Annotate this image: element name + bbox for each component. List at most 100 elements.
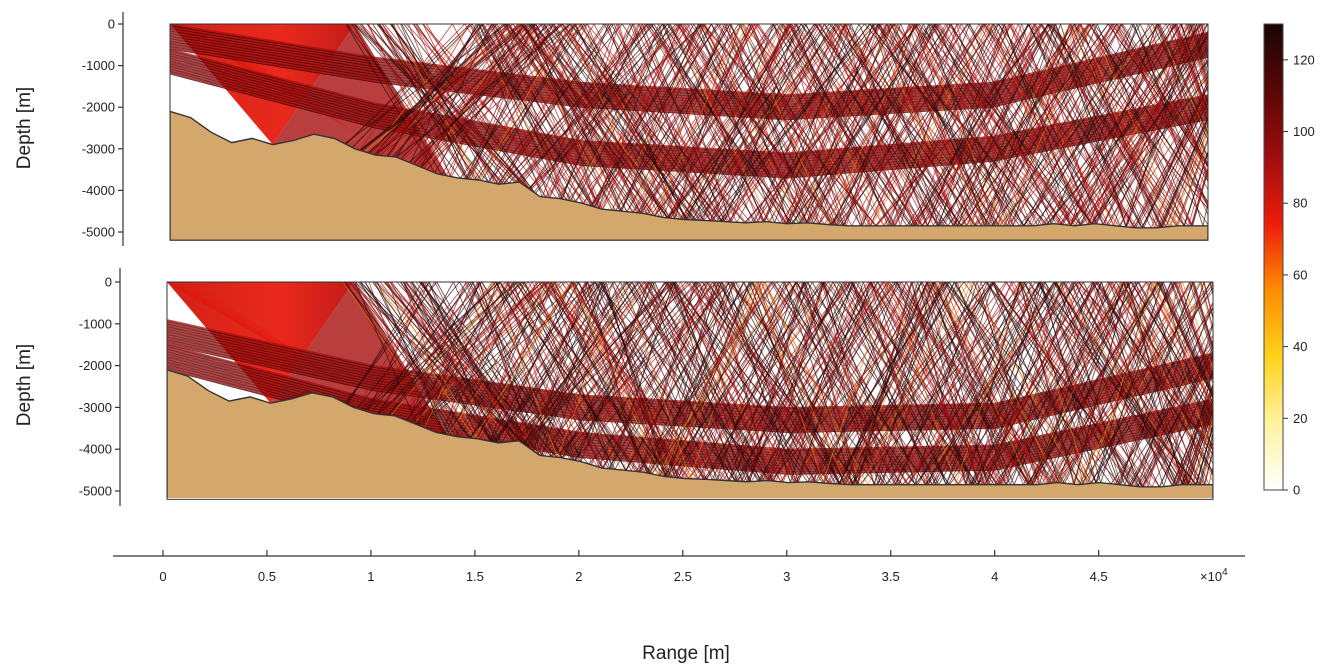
colorbar-tick-label: 60: [1293, 267, 1307, 282]
x-tick-label: 1: [367, 569, 374, 584]
bounce-ray: [354, 282, 1213, 486]
bounce-ray: [367, 282, 1213, 487]
y-tick-label: -4000: [79, 442, 112, 457]
bounce-ray: [360, 24, 1208, 226]
beam-ray: [170, 24, 1208, 97]
bounce-ray: [342, 282, 1213, 486]
beam-ray: [170, 30, 1208, 103]
top-panel-seabed: [170, 110, 1208, 240]
bounce-ray: [352, 282, 1213, 487]
bounce-ray: [370, 282, 1213, 487]
y-tick-label: -3000: [82, 141, 115, 156]
range-axis-label: Range [m]: [642, 643, 730, 664]
top-panel-plot-area: [170, 24, 1208, 240]
beam-ray: [170, 43, 1208, 116]
bounce-ray: [346, 24, 1208, 229]
top-panel-y-axis-label: Depth [m]: [14, 87, 35, 169]
bounce-ray: [376, 282, 1213, 486]
beam-ray: [167, 332, 1213, 421]
bounce-ray: [379, 282, 1213, 484]
bounce-ray: [393, 24, 1208, 229]
bounce-ray: [360, 24, 1208, 227]
source-ray: [167, 282, 209, 291]
bottom-panel-frame: [166, 281, 1214, 500]
colorbar-tick-label: 100: [1293, 124, 1315, 139]
bounce-ray: [386, 282, 1213, 486]
bounce-ray: [389, 24, 1208, 225]
bounce-ray: [356, 24, 1208, 227]
y-tick-label: 0: [108, 17, 115, 32]
bounce-ray: [386, 24, 1208, 229]
x-tick-label: 0.5: [258, 569, 276, 584]
bounce-ray: [406, 282, 1213, 488]
beam-ray: [170, 50, 1208, 156]
bounce-ray: [385, 282, 1213, 486]
y-tick-label: -2000: [82, 100, 115, 115]
y-tick-label: 0: [105, 275, 112, 290]
y-tick-label: -4000: [82, 183, 115, 198]
x-tick-label: 2: [575, 569, 582, 584]
bounce-ray: [421, 282, 1213, 488]
colorbar-scale: [1263, 23, 1284, 491]
beam-ray: [167, 347, 1213, 454]
bounce-ray: [381, 24, 1208, 227]
y-tick-label: -5000: [82, 225, 115, 240]
x-tick-label: 4.5: [1090, 569, 1108, 584]
bounce-ray: [372, 282, 1213, 486]
beam-ray: [170, 26, 1208, 98]
colorbar-tick-label: 20: [1293, 411, 1307, 426]
x-tick-label: 3.5: [882, 569, 900, 584]
top-panel-frame: [169, 23, 1209, 241]
bounce-ray: [390, 24, 1208, 229]
bounce-ray: [403, 24, 1208, 226]
bottom-panel: 0 -1000 -2000 -3000 -4000 -5000 Depth [m]: [14, 268, 1214, 506]
x-tick-label: 0: [159, 569, 166, 584]
bounce-ray: [377, 282, 1213, 486]
bounce-ray: [415, 282, 1213, 485]
source-ray: [167, 282, 216, 296]
bounce-ray: [406, 282, 1213, 486]
colorbar-tick-label: 0: [1293, 483, 1300, 498]
range-axis: 0 0.5 1 1.5 2 2.5 3 3.5 4 4.5 ×104 Range [m]: [113, 550, 1245, 664]
bounce-ray: [409, 282, 1213, 486]
bounce-ray: [405, 24, 1208, 227]
x-tick-label: 3: [783, 569, 790, 584]
y-tick-label: -1000: [79, 316, 112, 331]
bounce-ray: [403, 282, 1213, 486]
bounce-ray: [388, 282, 1213, 487]
bounce-ray: [423, 24, 1208, 227]
top-panel-y-axis: 0 -1000 -2000 -3000 -4000 -5000: [82, 12, 124, 246]
colorbar: 0 20 40 60 80 100 120: [1263, 23, 1315, 498]
bounce-ray: [396, 24, 1208, 227]
beam-ray: [170, 50, 1208, 157]
beam-ray: [170, 35, 1208, 108]
beam-ray: [170, 63, 1208, 169]
y-tick-label: -5000: [79, 484, 112, 499]
x-tick-label: 1.5: [466, 569, 484, 584]
x-tick-label: 4: [991, 569, 998, 584]
beam-ray: [167, 323, 1213, 413]
bounce-ray: [359, 24, 1208, 227]
colorbar-tick-label: 120: [1293, 52, 1315, 67]
colorbar-tick-label: 80: [1293, 196, 1307, 211]
bounce-ray: [414, 24, 1208, 227]
range-axis-exponent: ×104: [1200, 567, 1228, 584]
beam-ray: [167, 343, 1213, 433]
bounce-ray: [387, 24, 1208, 228]
beam-ray: [170, 29, 1208, 102]
bottom-panel-y-axis-label: Depth [m]: [14, 344, 35, 426]
beam-ray: [170, 25, 1208, 97]
bounce-ray: [345, 282, 1213, 486]
top-panel: 0 -1000 -2000 -3000 -4000 -5000 Depth [m]: [14, 12, 1209, 246]
y-tick-label: -1000: [82, 58, 115, 73]
beam-ray: [167, 344, 1213, 434]
colorbar-tick-label: 40: [1293, 339, 1307, 354]
y-tick-label: -2000: [79, 358, 112, 373]
bottom-panel-plot-area: [167, 282, 1213, 498]
x-tick-label: 2.5: [674, 569, 692, 584]
bounce-ray: [380, 24, 1208, 228]
bounce-ray: [387, 282, 1213, 487]
bounce-ray: [402, 282, 1213, 484]
source-ray: [167, 282, 223, 301]
